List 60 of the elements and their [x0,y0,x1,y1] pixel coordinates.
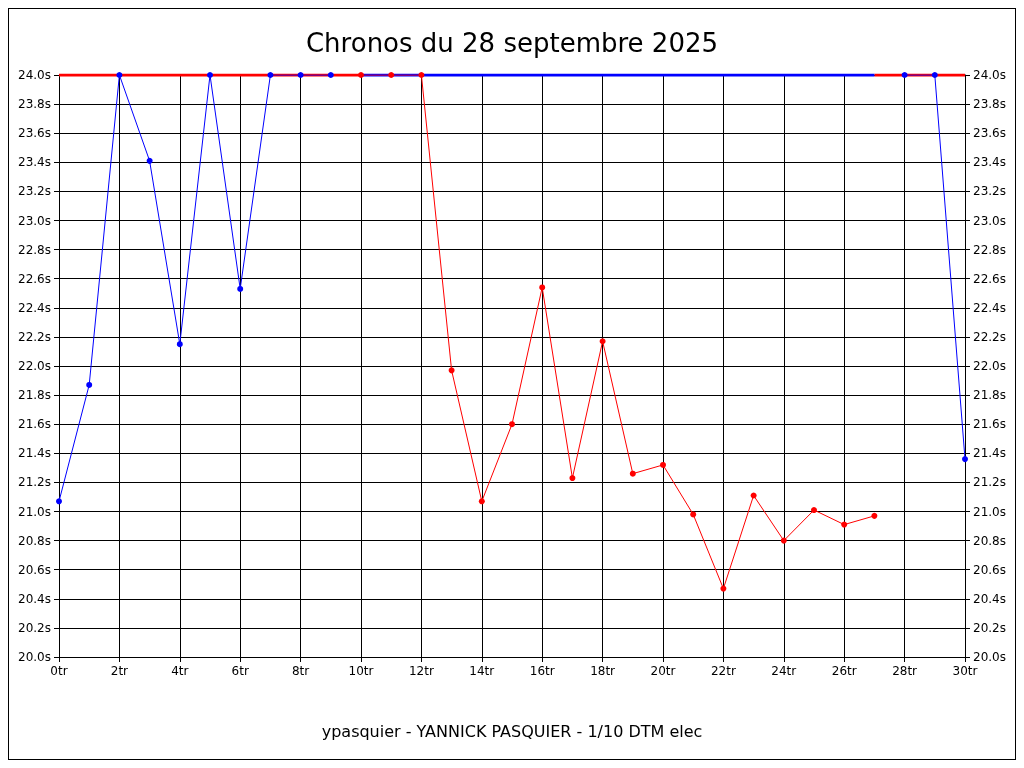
y2-tick-label: 20.4s [973,591,1006,606]
x-tick-label: 0tr [50,664,68,678]
y2-tick-label: 23.4s [973,155,1006,170]
y2-tick-label: 21.0s [973,504,1006,519]
y-tick-label: 23.8s [18,97,51,112]
x-tick-label: 18tr [590,664,616,678]
text: ypasquier - YANNICK PASQUIER - 1/10 DTM elec [321,721,703,741]
y-tick-label: 20.0s [18,650,51,664]
y-tick-label: 23.0s [18,213,51,228]
chart-title: Chronos du 28 septembre 2025 [305,28,719,58]
y2-tick-label: 24.0s [973,68,1006,82]
y-tick-label: 23.6s [18,126,51,141]
y2-tick-label: 23.8s [973,97,1006,112]
y2-tick-label: 23.6s [973,126,1006,141]
y2-tick-label: 20.6s [973,562,1006,577]
x-tick-label: 30tr [952,664,978,678]
y2-tick-label: 21.4s [973,446,1006,461]
y2-tick-label: 21.6s [973,417,1006,432]
y2-tick-label: 22.8s [973,242,1006,257]
y-tick-label: 20.2s [18,620,51,635]
y2-tick-label: 20.2s [973,620,1006,635]
y-tick-label: 21.6s [18,417,51,432]
x-tick-label: 20tr [650,664,676,678]
x-tick-label: 22tr [710,664,736,678]
y2-tick-label: 22.2s [973,329,1006,344]
y2-tick-label: 23.2s [973,184,1006,199]
x-tick-label: 16tr [529,664,555,678]
x-tick-label: 12tr [408,664,434,678]
x-tick-label: 26tr [831,664,857,678]
y-tick-label: 22.0s [18,359,51,373]
y-tick-label: 20.8s [18,533,51,548]
x-tick-label: 24tr [771,664,797,678]
y-tick-label: 23.4s [18,155,51,170]
y2-tick-label: 21.8s [973,388,1006,403]
x-tick-label: 4tr [171,664,189,678]
y-tick-label: 21.4s [18,446,51,461]
y2-tick-label: 22.4s [973,300,1006,315]
y2-tick-label: 23.0s [973,213,1006,228]
y-tick-label: 20.4s [18,591,51,606]
y-tick-label: 24.0s [18,68,51,82]
y-tick-label: 22.4s [18,300,51,315]
y-tick-label: 21.0s [18,504,51,519]
y-tick-label: 20.6s [18,562,51,577]
y2-tick-label: 22.0s [973,359,1006,373]
y-tick-label: 21.2s [18,475,51,490]
x-tick-label: 6tr [231,664,249,678]
y-tick-label: 21.8s [18,388,51,403]
y-tick-label: 22.6s [18,271,51,286]
x-tick-label: 14tr [469,664,495,678]
x-tick-label: 2tr [110,664,129,678]
x-tick-label: 10tr [348,664,374,678]
y-tick-label: 22.2s [18,329,51,344]
y2-tick-label: 20.0s [973,650,1006,664]
y-tick-label: 22.8s [18,242,51,257]
x-tick-label: 28tr [892,664,918,678]
y-tick-label: 23.2s [18,184,51,199]
y2-tick-label: 20.8s [973,533,1006,548]
y2-tick-label: 21.2s [973,475,1006,490]
y2-tick-label: 22.6s [973,271,1006,286]
x-tick-label: 8tr [291,664,310,678]
